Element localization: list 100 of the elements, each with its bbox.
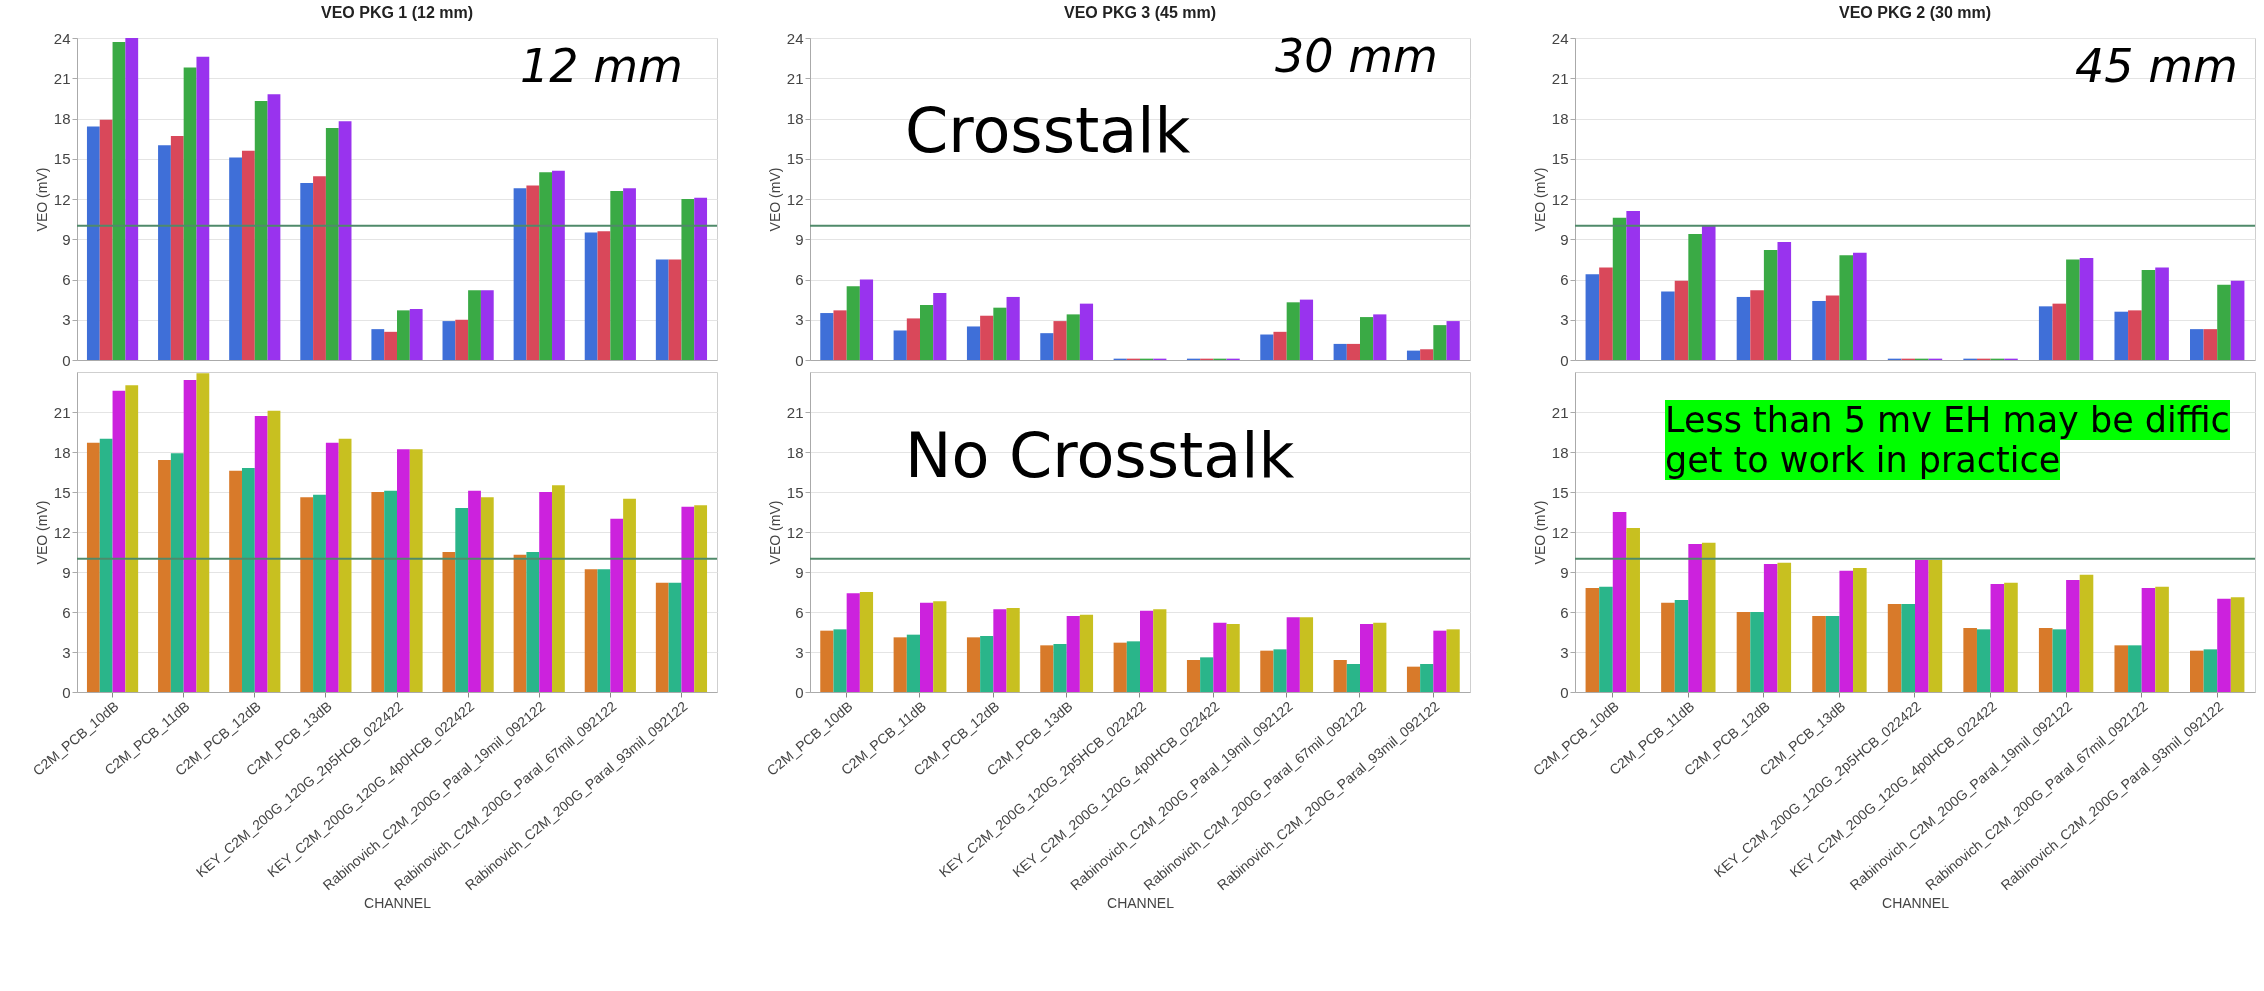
y-tick-label: 9 (1560, 230, 1569, 248)
bar (112, 42, 126, 360)
bar (229, 470, 242, 692)
bar (2230, 280, 2245, 360)
bar (980, 315, 994, 360)
bar (397, 449, 410, 692)
bar (99, 119, 113, 360)
y-axis-title: VEO (mV) (33, 500, 50, 565)
bar (668, 582, 682, 692)
bar (480, 290, 494, 360)
y-tick-label: 9 (795, 563, 804, 581)
bar (1153, 609, 1167, 692)
y-tick-label: 3 (795, 643, 804, 661)
bar (2217, 598, 2231, 692)
bar (158, 145, 171, 360)
bar (409, 309, 423, 360)
bar (1674, 280, 1689, 360)
y-tick-label: 12 (1551, 523, 1569, 541)
y-tick-label: 9 (1560, 563, 1569, 581)
bar (1750, 290, 1764, 360)
y-tick-label: 18 (53, 110, 71, 127)
y-tick-label: 18 (53, 443, 71, 461)
annotation: 30 mm (1275, 29, 1438, 83)
bar (1226, 624, 1240, 692)
bar (1286, 617, 1300, 692)
bar (1661, 291, 1675, 360)
bar (170, 453, 184, 692)
y-tick-label: 21 (1551, 403, 1569, 421)
bar (655, 582, 669, 692)
bar (1286, 302, 1300, 360)
bar (468, 490, 481, 692)
bar (1360, 624, 1374, 692)
y-tick-label: 9 (62, 230, 71, 248)
bar (1825, 616, 1840, 692)
bar (833, 310, 847, 360)
y-tick-label: 0 (62, 351, 71, 369)
y-tick-label: 15 (1551, 483, 1569, 501)
bar (2004, 582, 2018, 692)
bar (993, 609, 1007, 692)
bar (681, 199, 695, 360)
bar (1661, 602, 1675, 692)
bar (1006, 608, 1020, 692)
y-tick-label: 0 (1560, 351, 1569, 369)
annotation: Less than 5 mv EH may be diffic get to work in practice (1665, 400, 2230, 481)
y-tick-label: 6 (1560, 271, 1569, 288)
bar (384, 331, 397, 360)
y-tick-label: 21 (53, 69, 71, 87)
bar (1053, 321, 1067, 360)
bar (125, 38, 139, 360)
bar (1963, 628, 1977, 692)
bar (2079, 258, 2094, 360)
x-axis-title: CHANNEL (1882, 894, 1950, 911)
bar (539, 172, 553, 360)
bar (338, 121, 352, 360)
bar (893, 637, 907, 692)
bar (1688, 544, 1702, 692)
bar (1006, 296, 1020, 360)
bar (1750, 612, 1764, 692)
bar (1812, 300, 1826, 360)
y-tick-label: 0 (795, 351, 804, 369)
y-tick-label: 3 (62, 311, 71, 329)
bar (1599, 267, 1613, 360)
y-tick-label: 0 (62, 683, 71, 701)
bar (906, 318, 920, 360)
bar (1373, 622, 1387, 692)
bar (1333, 343, 1347, 360)
bar (2114, 311, 2129, 360)
y-tick-label: 6 (795, 271, 804, 288)
bar (513, 188, 527, 360)
bar (2190, 650, 2204, 692)
y-tick-label: 18 (1551, 443, 1569, 461)
bar (1688, 233, 1702, 360)
bar (2203, 329, 2218, 360)
bar (597, 231, 611, 360)
bar (170, 135, 184, 360)
y-tick-label: 9 (62, 563, 71, 581)
bar (846, 593, 860, 692)
bar (1701, 225, 1716, 360)
bar (183, 67, 197, 360)
y-tick-label: 15 (1551, 150, 1569, 168)
bar (1186, 660, 1201, 692)
bar (1079, 614, 1094, 692)
bar (2066, 259, 2080, 360)
bar (993, 307, 1007, 360)
y-axis-title: VEO (mV) (1531, 167, 1548, 232)
bar (1200, 657, 1214, 692)
bar (397, 310, 410, 360)
bar (325, 127, 339, 360)
y-tick-label: 18 (786, 443, 804, 461)
bar (1066, 616, 1080, 692)
bar (1260, 650, 1274, 692)
bar (1040, 645, 1054, 692)
bar (241, 468, 255, 692)
bar (267, 410, 281, 692)
y-axis-title: VEO (mV) (766, 500, 783, 565)
bar (1825, 295, 1840, 360)
bar (2203, 649, 2218, 692)
bar (1433, 630, 1447, 692)
bar (893, 330, 907, 360)
bar (1990, 584, 2005, 692)
